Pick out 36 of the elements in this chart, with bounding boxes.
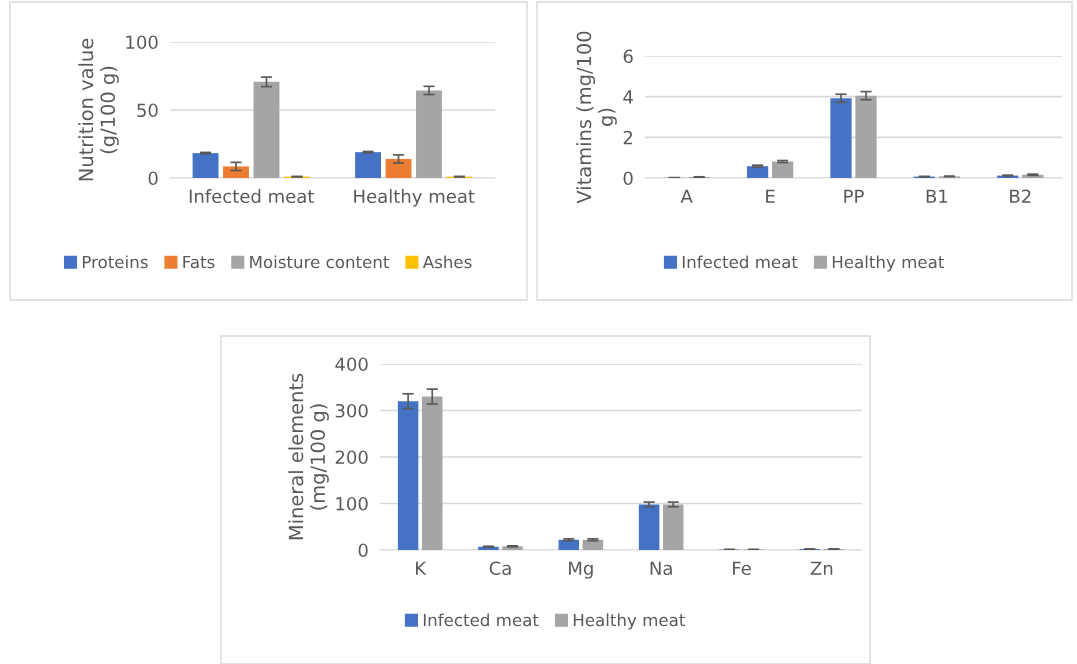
y-axis-title: Vitamins (mg/100 g) xyxy=(576,31,617,204)
x-tick-label: Mg xyxy=(569,561,593,579)
x-tick-label: Infected meat xyxy=(189,189,315,204)
y-tick-label: 100 xyxy=(336,496,368,511)
x-tick-label: Zn xyxy=(810,561,833,575)
legend-label: Ashes xyxy=(422,255,472,269)
x-tick-label: PP xyxy=(844,189,864,203)
x-tick-label: B1 xyxy=(926,189,948,203)
y-tick-label: 0 xyxy=(358,543,368,558)
y-tick-label: 50 xyxy=(137,103,158,118)
y-tick-label: 400 xyxy=(335,357,368,372)
y-tick-label: 100 xyxy=(126,35,158,50)
legend-label: Proteins xyxy=(82,255,148,269)
legend-label: Healthy meat xyxy=(573,613,685,630)
x-tick-label: E xyxy=(766,189,775,203)
x-tick-label: A xyxy=(680,189,693,203)
legend-label: Infected meat xyxy=(423,613,539,627)
y-axis-title: Nutrition value (g/100 g) xyxy=(78,38,119,181)
x-tick-label: Na xyxy=(650,561,672,576)
y-tick-label: 0 xyxy=(148,171,158,186)
legend-label: Infected meat xyxy=(682,255,798,269)
x-tick-label: B2 xyxy=(1010,189,1031,203)
y-tick-label: 0 xyxy=(623,171,633,186)
y-axis-title: Mineral elements (mg/100 g) xyxy=(288,373,329,540)
y-tick-label: 2 xyxy=(623,130,633,145)
y-tick-label: 6 xyxy=(623,49,633,64)
y-tick-label: 4 xyxy=(623,90,633,104)
x-tick-label: Fe xyxy=(733,561,751,576)
legend-label: Moisture content xyxy=(250,255,390,269)
legend-label: Fats xyxy=(183,255,215,269)
y-tick-label: 200 xyxy=(335,450,368,465)
legend-label: Healthy meat xyxy=(832,255,944,272)
x-tick-label: K xyxy=(416,561,427,575)
y-tick-label: 300 xyxy=(335,403,368,418)
x-tick-label: Healthy meat xyxy=(354,189,475,207)
x-tick-label: Ca xyxy=(489,561,511,576)
